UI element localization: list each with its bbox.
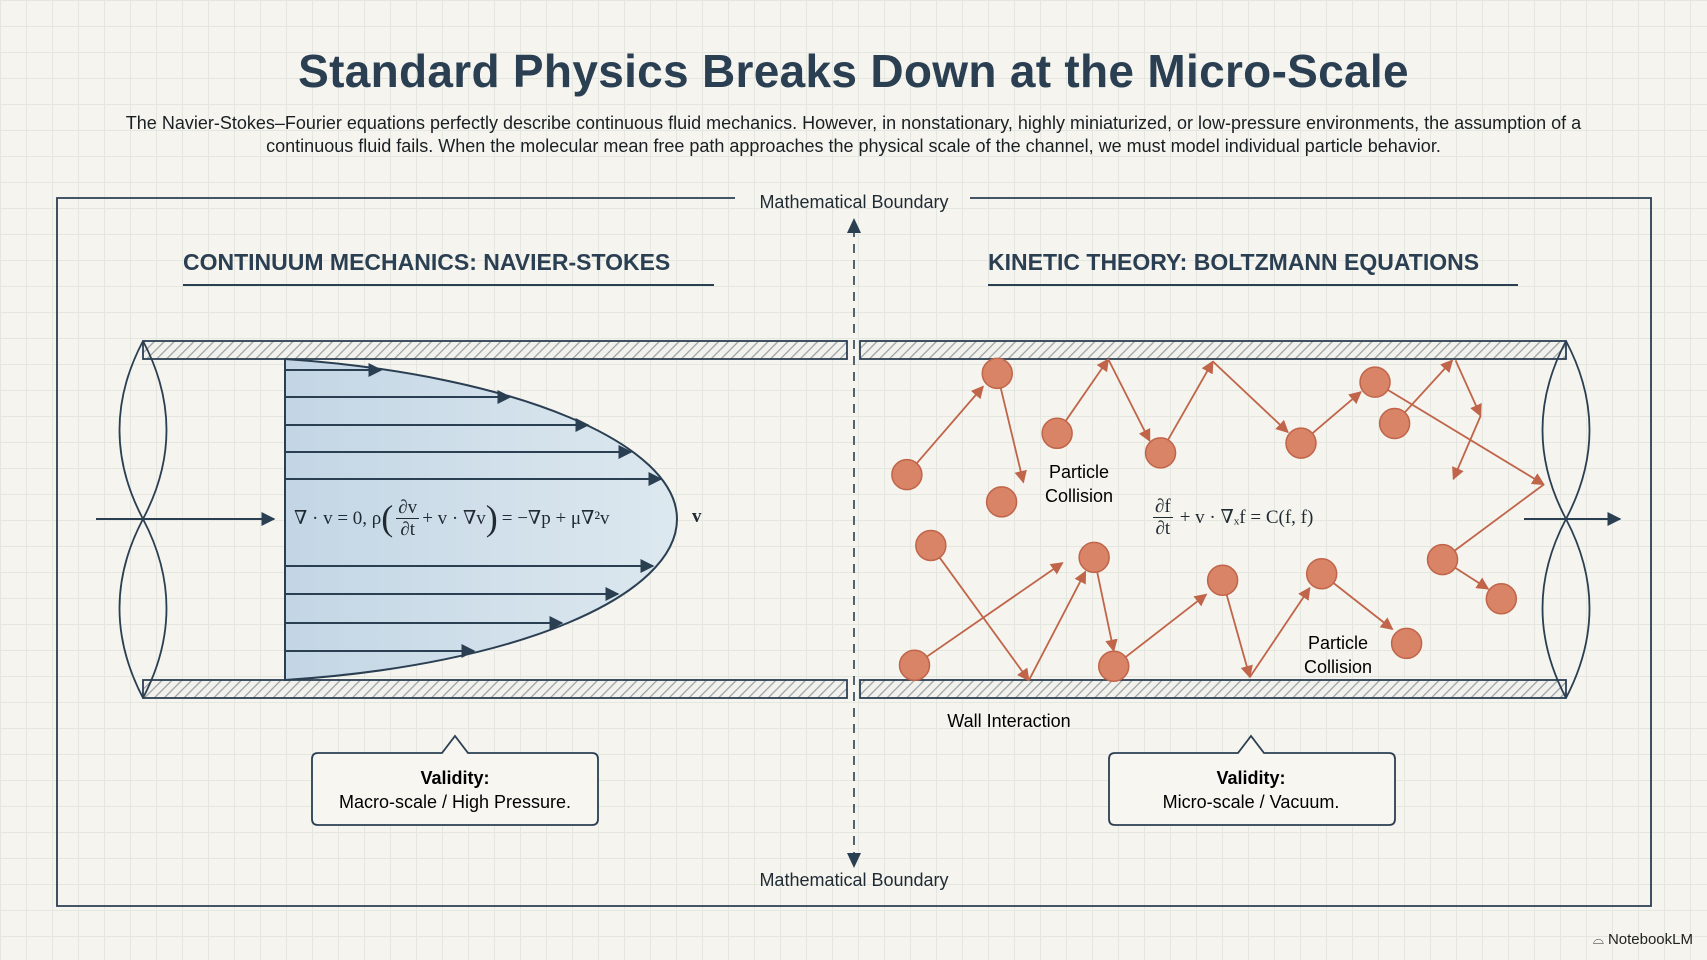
paren-open: ( (381, 498, 394, 538)
particle-trajectory (1441, 483, 1545, 561)
particle-trajectory (1249, 586, 1311, 678)
outer-frame (56, 197, 1652, 907)
particle-trajectory (1028, 570, 1087, 681)
paren-close: ) (485, 498, 498, 538)
particle (1305, 557, 1338, 590)
notebooklm-icon: ⌓ (1592, 931, 1604, 947)
particle-trajectory (1212, 360, 1289, 434)
particle (981, 357, 1013, 390)
right-validity-title: Validity: (1216, 768, 1285, 788)
description: The Navier-Stokes–Fourier equations perf… (125, 113, 1582, 156)
right-heading: KINETIC THEORY: BOLTZMANN EQUATIONS (988, 249, 1479, 275)
particle-trajectory (913, 562, 1064, 666)
particle-trajectory (1107, 358, 1151, 443)
particle (1378, 407, 1411, 440)
page-title: Standard Physics Breaks Down at the Micr… (298, 45, 1409, 97)
boundary-label-bottom: Mathematical Boundary (759, 870, 948, 890)
eq-part: + v · ∇v (422, 507, 486, 529)
particle (915, 529, 947, 562)
eq-num: ∂f (1153, 496, 1173, 518)
brand-label: NotebookLM (1607, 931, 1693, 948)
right-validity-text: Micro-scale / Vacuum. (1163, 792, 1340, 812)
collision-label-1-line1: Particle (1049, 462, 1109, 482)
particle-trajectory (1454, 359, 1482, 418)
brand-logo: ⌓ NotebookLM (1593, 931, 1693, 948)
velocity-vector-label: v⃗ (692, 506, 717, 527)
particle (1097, 650, 1130, 683)
particle (1485, 583, 1518, 615)
particle-trajectory (1221, 580, 1253, 679)
particle (1285, 427, 1317, 459)
eq-num: ∂v (396, 496, 420, 519)
left-heading: CONTINUUM MECHANICS: NAVIER-STOKES (183, 249, 670, 275)
eq-den: ∂t (400, 518, 416, 540)
left-validity-title: Validity: (420, 768, 489, 788)
eq-part: = −∇p + μ∇²v (501, 507, 610, 529)
eq-part: ∇ · v = 0, ρ (294, 507, 382, 529)
particle (1390, 627, 1423, 660)
particle (985, 486, 1018, 518)
particle-trajectory (996, 373, 1027, 484)
boundary-label-top: Mathematical Boundary (759, 192, 948, 212)
eq-den: ∂t (1155, 518, 1171, 539)
particle (898, 649, 931, 681)
left-validity-text: Macro-scale / High Pressure. (339, 792, 571, 812)
particle-trajectory (1159, 360, 1214, 454)
particle (1426, 543, 1459, 576)
navier-stokes-equation: ∇ · v = 0, ρ ( ∂v ∂t + v · ∇v ) = −∇p + μ… (294, 496, 610, 540)
boltzmann-equation: ∂f ∂t + v · ∇ₓf = C(f, f) (1150, 496, 1313, 539)
fraction: ∂f ∂t (1153, 496, 1173, 539)
collision-label-1-line2: Collision (1045, 486, 1113, 506)
particle-trajectory (1374, 381, 1545, 486)
particle (1041, 417, 1073, 450)
particle-trajectory (1093, 557, 1118, 653)
particle (1078, 541, 1110, 574)
particle-trajectory (930, 544, 1030, 682)
wall-interaction-label: Wall Interaction (947, 711, 1070, 731)
particle-trajectory (906, 385, 984, 476)
fraction: ∂v ∂t (396, 496, 420, 540)
eq-part: + v · ∇ₓf = C(f, f) (1179, 507, 1314, 528)
left-validity-box: Validity: Macro-scale / High Pressure. (311, 734, 599, 826)
particle (891, 458, 923, 491)
collision-label-2-line1: Particle (1308, 633, 1368, 653)
arrow-down-icon (847, 853, 861, 868)
particle-trajectory (1452, 415, 1482, 481)
arrow-up-icon (847, 218, 861, 233)
collision-label-2-line2: Collision (1304, 657, 1372, 677)
right-validity-box: Validity: Micro-scale / Vacuum. (1108, 734, 1396, 826)
left-pipe (118, 340, 848, 699)
particle (1359, 366, 1391, 398)
particle-trajectory (1113, 593, 1208, 667)
particle (1206, 564, 1239, 597)
right-pipe (859, 340, 1591, 699)
particle (1144, 437, 1177, 469)
